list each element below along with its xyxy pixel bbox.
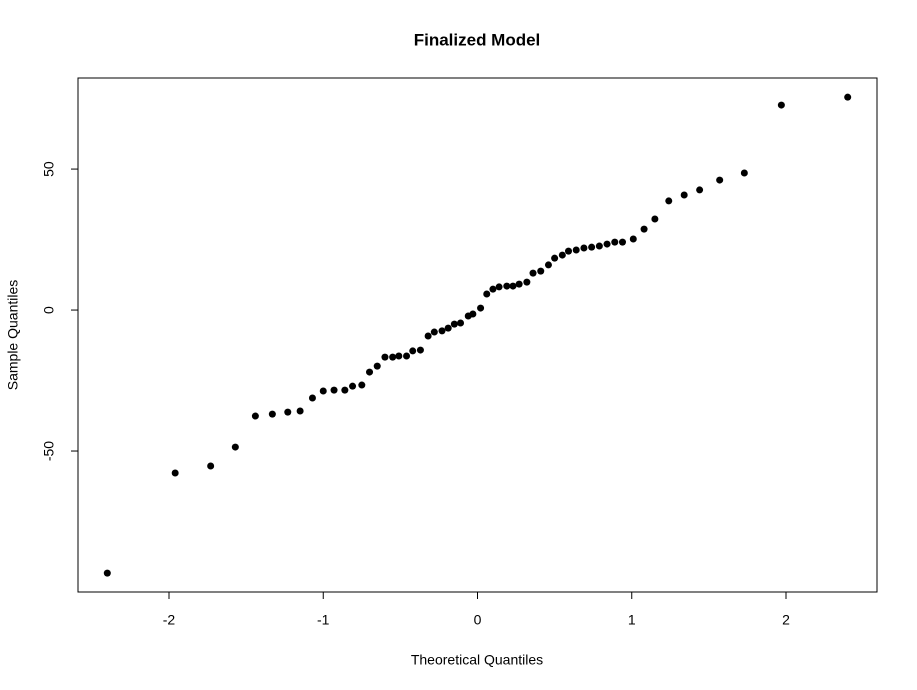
point [537,267,545,275]
point [284,408,292,416]
y-tick-label: 50 [41,161,57,177]
point [438,327,446,335]
point [603,240,611,248]
point [457,319,465,327]
point [268,410,276,418]
point [366,368,374,376]
point [558,251,566,259]
point [409,347,417,355]
point [611,238,619,246]
point [483,290,491,298]
point [358,381,366,389]
point [424,332,432,340]
point [430,328,438,336]
point [469,310,477,318]
point [171,469,179,477]
point [595,242,603,250]
y-axis-label: Sample Quantiles [5,280,21,391]
y-tick-label: 0 [41,306,57,314]
point [489,285,497,293]
point [696,186,704,194]
point [640,225,648,233]
point [651,215,659,223]
point [381,353,389,361]
point [503,282,511,290]
point [618,238,626,246]
point [515,280,523,288]
point [580,244,588,252]
point [395,352,403,360]
y-tick-label: -50 [41,441,57,461]
point [523,278,531,286]
point [565,247,573,255]
point [777,101,785,109]
point [665,197,673,205]
point [572,246,580,254]
point [373,362,381,370]
point [403,352,411,360]
point [231,443,239,451]
point [341,386,349,394]
point [349,382,357,390]
x-tick-label: 0 [474,612,482,628]
point [588,243,596,251]
point [444,324,452,332]
point [308,394,316,402]
point [844,93,852,101]
point [330,386,338,394]
point [450,320,458,328]
point [740,169,748,177]
point [716,176,724,184]
point [509,282,517,290]
point [319,387,327,395]
point [529,269,537,277]
x-tick-label: -2 [163,612,176,628]
point [495,283,503,291]
x-tick-label: 1 [628,612,636,628]
point [389,353,397,361]
x-axis-label: Theoretical Quantiles [411,652,543,668]
point [544,261,552,269]
point [296,407,304,415]
point [680,191,688,199]
x-tick-label: 2 [782,612,790,628]
point [103,569,111,577]
chart-title: Finalized Model [414,30,541,49]
point [477,304,485,312]
point [207,462,215,470]
x-tick-label: -1 [317,612,330,628]
point [551,254,559,262]
plot-frame [77,77,878,593]
point [629,235,637,243]
point [416,346,424,354]
point [251,412,259,420]
